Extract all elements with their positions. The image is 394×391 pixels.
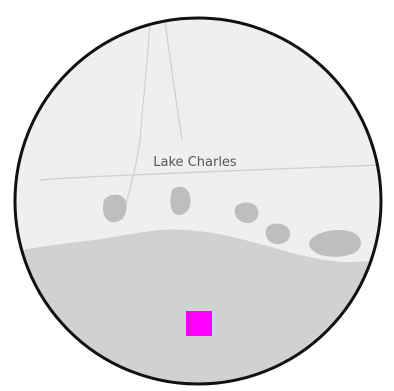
lake-5 (309, 230, 361, 257)
lake-3 (234, 202, 259, 224)
lake-1 (102, 194, 127, 223)
city-label-lake-charles: Lake Charles (153, 155, 237, 170)
map-frame (13, 16, 383, 386)
lake-4 (265, 223, 291, 245)
lake-2 (170, 186, 191, 216)
inland-water (102, 186, 361, 257)
gulf-water (15, 229, 381, 384)
road-north-south (121, 19, 151, 221)
location-marker[interactable] (186, 311, 212, 336)
road-north-east (164, 19, 183, 141)
roads (39, 19, 381, 221)
road-east-west (39, 164, 381, 181)
